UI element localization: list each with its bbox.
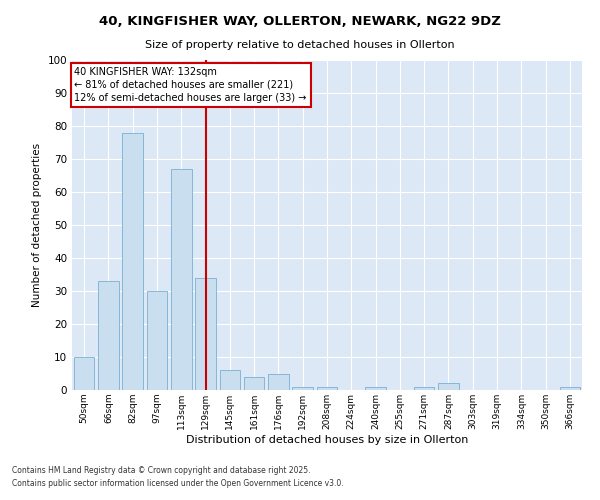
Bar [171, 169, 191, 390]
Bar [560, 386, 580, 390]
Text: 40 KINGFISHER WAY: 132sqm
← 81% of detached houses are smaller (221)
12% of semi: 40 KINGFISHER WAY: 132sqm ← 81% of detac… [74, 66, 307, 103]
Bar [292, 386, 313, 390]
Text: Contains HM Land Registry data © Crown copyright and database right 2025.
Contai: Contains HM Land Registry data © Crown c… [12, 466, 344, 487]
Bar [438, 384, 459, 390]
Bar [244, 377, 265, 390]
Text: 40, KINGFISHER WAY, OLLERTON, NEWARK, NG22 9DZ: 40, KINGFISHER WAY, OLLERTON, NEWARK, NG… [99, 15, 501, 28]
Bar [268, 374, 289, 390]
Bar [195, 278, 216, 390]
Bar [98, 281, 119, 390]
Y-axis label: Number of detached properties: Number of detached properties [32, 143, 42, 307]
Bar [74, 357, 94, 390]
Bar [317, 386, 337, 390]
Bar [414, 386, 434, 390]
X-axis label: Distribution of detached houses by size in Ollerton: Distribution of detached houses by size … [186, 434, 468, 444]
Bar [365, 386, 386, 390]
Text: Size of property relative to detached houses in Ollerton: Size of property relative to detached ho… [145, 40, 455, 50]
Bar [146, 291, 167, 390]
Bar [122, 132, 143, 390]
Bar [220, 370, 240, 390]
